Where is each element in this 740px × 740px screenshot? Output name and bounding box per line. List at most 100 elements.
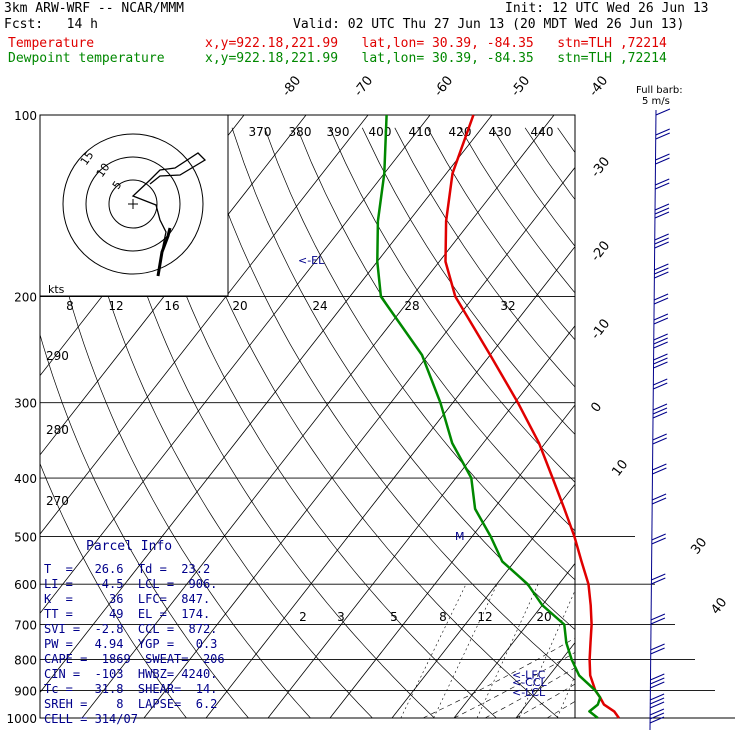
isotherm bbox=[329, 404, 575, 718]
hodograph-ring bbox=[108, 179, 158, 229]
wind-barb bbox=[652, 467, 667, 475]
wind-barb bbox=[650, 677, 665, 685]
dry-adiabat bbox=[199, 127, 575, 681]
mixing-ratio-label: 32 bbox=[500, 299, 515, 313]
dry-adiabat bbox=[427, 127, 575, 341]
temperature-profile bbox=[444, 114, 620, 719]
wind-barb bbox=[653, 353, 668, 361]
wind-barb bbox=[655, 178, 670, 186]
mixing-ratio-label: 24 bbox=[312, 299, 327, 313]
dry-adiabat bbox=[329, 127, 575, 483]
dry-adiabat bbox=[688, 128, 740, 731]
wind-barb bbox=[651, 537, 666, 545]
isotherm-label: -40 bbox=[586, 73, 611, 99]
wind-barb bbox=[650, 681, 665, 689]
isotherm bbox=[205, 245, 575, 718]
wind-barb bbox=[651, 573, 666, 581]
isotherm bbox=[267, 325, 575, 718]
isotherm-label: -20 bbox=[588, 238, 613, 264]
barb-staff bbox=[649, 109, 657, 731]
isotherm bbox=[453, 562, 575, 718]
wind-barb bbox=[652, 407, 668, 415]
parcel-row: SREH = 8 LAPSE= 6.2 bbox=[44, 697, 218, 711]
pressure-tick-label: 400 bbox=[14, 472, 37, 486]
level-marker: <-LFC bbox=[512, 669, 546, 682]
moist-adiabat bbox=[609, 297, 740, 719]
parcel-row: TT = 49 EL = 174. bbox=[44, 607, 211, 621]
pressure-tick-label: 800 bbox=[14, 654, 37, 668]
isotherm bbox=[702, 115, 740, 718]
wind-barb bbox=[652, 437, 667, 445]
wind-barb bbox=[649, 693, 665, 701]
parcel-row: T = 26.6 Td = 23.2 bbox=[44, 562, 211, 576]
moist-adiabat bbox=[484, 667, 575, 718]
isotherm bbox=[391, 483, 575, 718]
isotherm-label: 10 bbox=[609, 457, 631, 479]
wind-barb bbox=[651, 577, 666, 585]
wind-barb bbox=[654, 237, 669, 245]
wind-barb bbox=[655, 108, 671, 116]
mixing-ratio-label: 12 bbox=[108, 299, 123, 313]
mixing-ratio-label: 8 bbox=[439, 610, 447, 624]
pressure-tick-label: 500 bbox=[14, 530, 37, 544]
moist-adiabat bbox=[515, 683, 575, 718]
theta-label: 400 bbox=[369, 125, 392, 139]
theta-label: 380 bbox=[289, 125, 312, 139]
isotherm-label: 0 bbox=[588, 400, 605, 416]
dry-adiabat bbox=[264, 127, 575, 581]
hodograph-trace bbox=[131, 152, 207, 277]
isotherm-label: -60 bbox=[431, 73, 456, 99]
isotherm bbox=[40, 115, 369, 535]
temperature-legend: Temperature bbox=[8, 36, 95, 51]
wind-barb bbox=[653, 378, 668, 386]
wind-barb bbox=[654, 267, 669, 275]
wind-barb bbox=[652, 403, 668, 411]
theta-label: 280 bbox=[46, 423, 69, 437]
wind-barb bbox=[653, 382, 668, 390]
wind-barb bbox=[654, 211, 670, 219]
dry-adiabat bbox=[68, 127, 373, 718]
isotherm-label: -70 bbox=[351, 73, 376, 99]
wind-barb bbox=[655, 128, 670, 136]
wind-barb bbox=[650, 647, 665, 655]
wind-barb bbox=[649, 701, 665, 709]
level-marker: <-EL bbox=[298, 254, 325, 267]
wind-barb bbox=[653, 313, 669, 321]
wind-barb bbox=[651, 533, 666, 541]
dry-adiabat bbox=[623, 128, 740, 731]
mixing-ratio-line bbox=[400, 584, 467, 718]
parcel-row: Tc = 31.8 SHEAR= 14. bbox=[44, 682, 218, 696]
mixing-ratio-label: 20 bbox=[536, 610, 551, 624]
pressure-tick-label: 1000 bbox=[6, 712, 37, 726]
wind-barb bbox=[651, 497, 667, 505]
parcel-row: K = 36 LFC= 847. bbox=[44, 592, 211, 606]
wind-barb bbox=[652, 411, 668, 419]
mixing-ratio-label: 16 bbox=[164, 299, 179, 313]
wind-barb bbox=[650, 613, 666, 621]
mixing-ratio-line bbox=[607, 584, 660, 718]
parcel-row: CIN = -103 HWBZ= 4240. bbox=[44, 667, 218, 681]
parcel-info-title: Parcel Info bbox=[86, 539, 173, 554]
model-title: 3km ARW-WRF -- NCAR/MMM bbox=[4, 1, 185, 16]
pressure-tick-label: 100 bbox=[14, 109, 37, 123]
wind-barb bbox=[654, 241, 669, 249]
dry-adiabat bbox=[166, 127, 560, 718]
dewpoint-legend: Dewpoint temperature bbox=[8, 51, 165, 66]
pressure-tick-label: 300 bbox=[14, 397, 37, 411]
dry-adiabat bbox=[40, 333, 249, 718]
dewpoint-profile bbox=[376, 114, 602, 719]
wind-barb bbox=[653, 341, 668, 349]
dry-adiabat bbox=[557, 127, 575, 154]
theta-label: 290 bbox=[46, 349, 69, 363]
wind-barb bbox=[653, 293, 669, 301]
isotherm-label: -10 bbox=[588, 316, 613, 342]
dry-adiabat bbox=[133, 127, 497, 718]
level-marker: <-LCL bbox=[512, 686, 546, 699]
wind-barb bbox=[650, 673, 665, 681]
theta-label: 440 bbox=[531, 125, 554, 139]
moist-adiabat bbox=[422, 637, 575, 718]
wind-barb bbox=[650, 617, 666, 625]
wind-barb bbox=[654, 207, 670, 215]
isotherm bbox=[578, 115, 740, 718]
